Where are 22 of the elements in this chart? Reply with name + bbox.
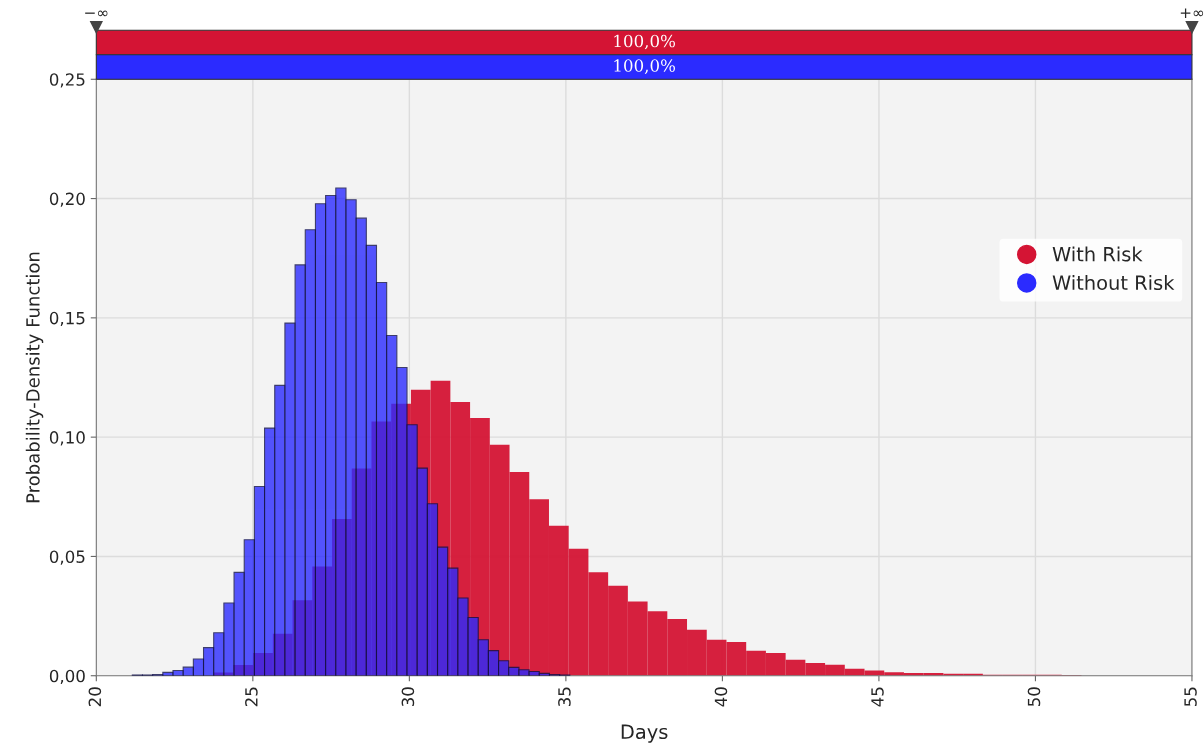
x-tick-label: 30 [401, 687, 415, 707]
x-tick-label: 25 [245, 687, 258, 707]
x-tick-label: 50 [1027, 687, 1041, 707]
text: −∞ [85, 10, 108, 17]
x-axis-title: Days [621, 724, 668, 743]
text: 100,0% [614, 34, 675, 50]
y-tick-label: 0,25 [49, 73, 85, 88]
y-tick-label: 0,10 [49, 431, 85, 446]
text: +∞ [1180, 8, 1204, 18]
x-tick-label: 55 [1184, 687, 1197, 707]
y-tick-label: 0,15 [49, 311, 85, 327]
x-tick-label: 45 [871, 687, 884, 707]
y-tick-label: 0,05 [49, 550, 85, 565]
y-tick-label: 0,20 [49, 192, 85, 207]
legend-label: With Risk [1052, 246, 1143, 262]
y-axis-title: Probability-Density Function [25, 252, 44, 503]
x-tick-label: 35 [558, 687, 571, 707]
legend-label: Without Risk [1052, 275, 1175, 291]
y-tick-label: 0,00 [49, 669, 85, 684]
x-tick-label: 20 [88, 687, 102, 707]
x-tick-label: 40 [714, 687, 728, 707]
text: 100,0% [614, 59, 675, 74]
